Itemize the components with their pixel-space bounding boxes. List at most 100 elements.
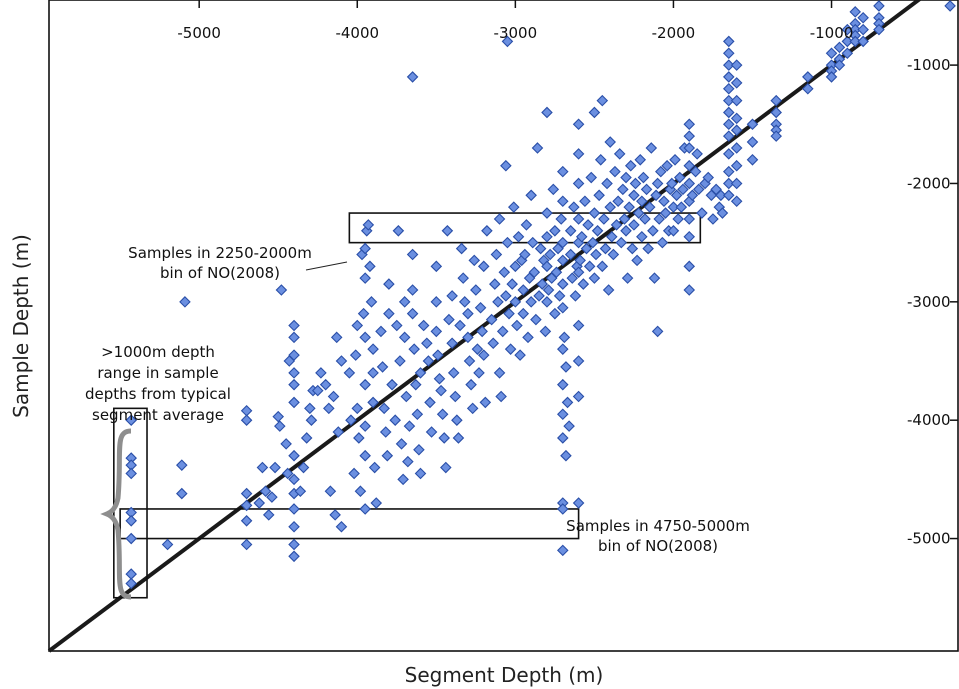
data-point — [730, 94, 743, 107]
data-point — [802, 71, 814, 83]
data-point — [683, 213, 696, 225]
data-point — [351, 319, 364, 332]
data-point — [424, 396, 436, 409]
data-point — [125, 532, 137, 545]
data-point — [348, 467, 360, 480]
data-point — [572, 266, 585, 279]
data-point — [667, 225, 680, 237]
data-point — [572, 390, 585, 403]
data-point — [525, 296, 537, 308]
data-point — [536, 278, 549, 290]
data-point — [667, 201, 680, 213]
data-point — [746, 154, 759, 166]
data-point — [647, 225, 659, 237]
data-point — [572, 497, 585, 509]
data-point — [770, 130, 782, 142]
data-point — [359, 272, 371, 284]
data-point — [414, 467, 427, 480]
data-point — [632, 207, 645, 219]
y-tick-label: -3000 — [907, 293, 951, 311]
data-point — [659, 207, 672, 219]
data-point — [564, 225, 577, 237]
data-point — [501, 35, 514, 48]
data-point — [392, 225, 405, 237]
data-point — [583, 260, 596, 273]
annotation-box — [119, 508, 580, 540]
data-point — [634, 154, 647, 166]
data-point — [481, 225, 493, 237]
data-point — [636, 195, 648, 207]
data-point — [610, 219, 623, 231]
data-point — [319, 378, 332, 391]
data-point — [692, 183, 705, 196]
data-point — [640, 183, 653, 196]
data-point — [357, 307, 370, 320]
data-point — [833, 41, 846, 54]
data-point — [288, 449, 300, 462]
data-point — [269, 461, 281, 474]
data-point — [500, 290, 512, 302]
annotation-labels: Samples in 2250-2000m bin of NO(2008) Samp… — [85, 244, 750, 555]
data-point — [288, 550, 300, 563]
data-point — [468, 254, 481, 267]
data-point — [569, 290, 582, 302]
data-point — [572, 177, 585, 190]
data-point — [305, 414, 318, 426]
data-point — [593, 189, 605, 202]
data-point — [466, 402, 479, 415]
data-point — [651, 177, 664, 190]
data-point — [722, 71, 735, 83]
data-point — [557, 503, 569, 515]
data-point — [240, 515, 253, 527]
annotation-label: Samples in 4750-5000m — [566, 517, 750, 535]
data-point — [378, 402, 390, 415]
data-point — [413, 444, 425, 456]
data-point — [621, 272, 634, 284]
data-point — [702, 171, 715, 184]
data-point — [311, 384, 324, 397]
data-point — [430, 325, 443, 338]
data-point — [354, 485, 367, 497]
data-point — [489, 278, 501, 290]
data-point — [367, 367, 379, 379]
data-point — [631, 254, 643, 267]
data-point — [493, 367, 506, 379]
y-tick-label: -5000 — [907, 530, 951, 548]
data-point — [519, 248, 531, 261]
data-point — [746, 136, 759, 148]
data-point — [522, 331, 534, 344]
data-point — [520, 219, 533, 231]
data-point — [557, 278, 569, 290]
data-point — [606, 230, 618, 243]
data-point — [335, 520, 348, 533]
data-point — [594, 154, 607, 166]
data-point — [365, 296, 378, 308]
data-point — [599, 242, 612, 255]
data-point — [849, 35, 862, 48]
data-point — [666, 177, 678, 190]
data-point — [288, 396, 300, 409]
data-point — [490, 248, 503, 261]
x-tick-label: -2000 — [652, 24, 696, 42]
data-point — [658, 195, 670, 207]
data-point — [857, 23, 869, 36]
annotation-label: >1000m depth — [101, 343, 215, 361]
data-point — [477, 260, 490, 273]
data-point — [433, 372, 446, 385]
plot-frame — [48, 0, 959, 652]
data-point — [722, 118, 735, 131]
data-point — [841, 23, 854, 36]
data-point — [639, 213, 651, 225]
data-point — [637, 171, 650, 184]
data-point — [588, 106, 601, 119]
data-point — [446, 337, 458, 350]
data-point — [557, 165, 569, 178]
data-point — [683, 130, 696, 142]
data-point — [526, 236, 539, 249]
data-point — [288, 473, 300, 486]
data-point — [383, 307, 395, 320]
data-point — [557, 544, 569, 557]
data-point — [857, 11, 869, 24]
data-point — [555, 213, 567, 225]
